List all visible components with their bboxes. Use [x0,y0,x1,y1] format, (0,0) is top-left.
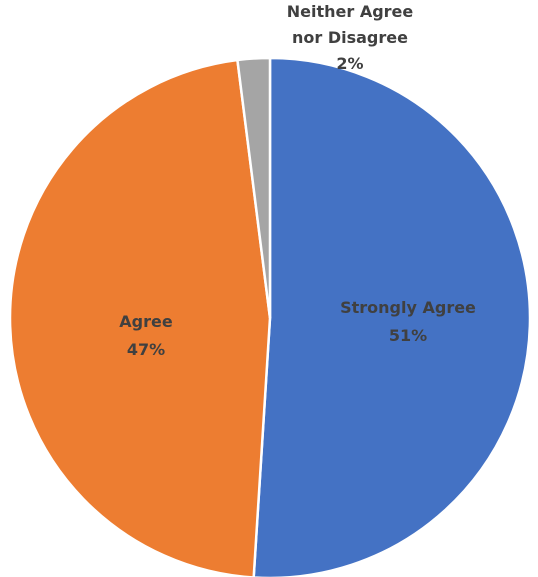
slice-agree [8,58,272,577]
label-neither-agree-nor-disagree: Neither Agree nor Disagree 2% [287,2,414,73]
label-strongly-agree: Strongly Agree 51% [340,298,476,345]
percent-label: 2% [336,54,363,73]
label-agree: Agree 47% [119,312,173,359]
percent-label: 47% [127,340,165,359]
percent-label: 51% [389,326,427,345]
slice-strongly-agree [252,56,532,577]
slice-neither-agree-nor-disagree [236,56,272,319]
category-label: Agree [119,312,173,331]
category-label: Neither Agree [287,2,414,21]
slice-labels: Strongly Agree 51% Agree 47% Neither Agree no… [119,2,476,359]
category-label: nor Disagree [292,28,408,47]
category-label: Strongly Agree [340,298,476,317]
pie-slices [8,56,532,577]
